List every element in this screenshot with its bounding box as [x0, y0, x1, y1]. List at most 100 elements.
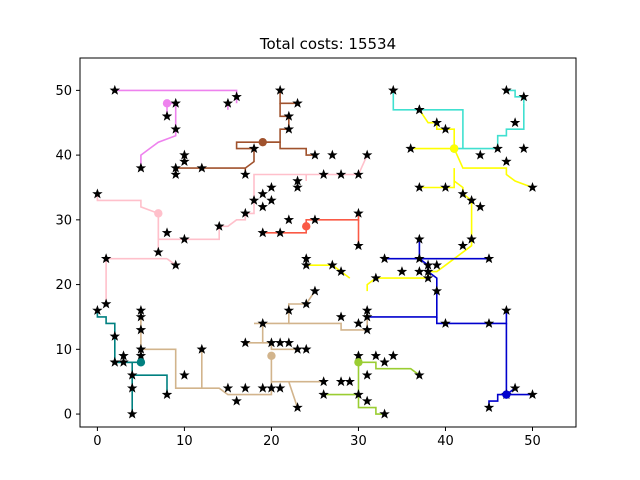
customer-point-4-19	[179, 233, 190, 244]
customer-point-2-6	[527, 181, 538, 192]
customer-point-7-25	[135, 311, 147, 322]
customer-point-2-12	[466, 233, 477, 244]
route-path-4-0	[96, 154, 368, 241]
chart-title: Total costs: 15534	[259, 35, 396, 53]
customer-point-2-14	[414, 266, 425, 277]
depot-marker-4	[154, 209, 163, 218]
customer-point-1-6	[518, 143, 529, 154]
customer-point-5-4	[353, 207, 364, 218]
route-path-9-1	[323, 362, 360, 396]
customer-point-2-18	[301, 259, 312, 270]
customer-point-5-0	[283, 214, 295, 225]
customer-point-8-5	[127, 382, 138, 393]
customer-point-6-12	[501, 304, 512, 315]
customer-point-9-1	[361, 369, 373, 380]
customer-point-3-4	[248, 143, 260, 154]
depot-marker-3	[258, 137, 267, 147]
customer-point-0-3	[222, 97, 234, 108]
customer-point-6-13	[509, 382, 521, 393]
customer-point-7-6	[361, 324, 373, 335]
customer-point-9-10	[353, 350, 364, 361]
customer-point-5-2	[274, 227, 286, 238]
customer-point-8-7	[161, 389, 173, 400]
y-tick-label-1: 10	[55, 343, 72, 358]
customer-point-8-4	[127, 369, 138, 380]
customer-point-7-4	[353, 317, 364, 328]
route-path-2-4	[306, 264, 351, 279]
customer-point-9-6	[353, 389, 364, 400]
route-path-2-2	[419, 168, 456, 189]
customer-point-2-9	[457, 188, 469, 199]
customer-point-7-8	[240, 337, 251, 348]
customer-point-4-13	[292, 181, 303, 192]
customer-point-6-6	[379, 253, 390, 264]
customer-point-7-7	[257, 317, 268, 328]
depot-marker-5	[302, 222, 311, 231]
customer-point-6-3	[431, 259, 442, 270]
customer-point-6-7	[422, 266, 434, 277]
customer-point-7-12	[292, 343, 303, 354]
customer-point-6-10	[440, 317, 451, 328]
customer-point-0-2	[170, 123, 181, 134]
customer-point-6-0	[414, 233, 425, 244]
customer-point-3-6	[327, 149, 338, 160]
customer-point-3-3	[283, 123, 295, 134]
customer-point-4-2	[214, 220, 225, 231]
customer-point-2-5	[501, 156, 512, 167]
customer-point-9-5	[318, 389, 329, 400]
customer-point-9-11	[370, 350, 382, 361]
customer-point-4-4	[170, 259, 181, 270]
customer-point-7-22	[292, 402, 303, 413]
customer-point-9-7	[361, 395, 373, 406]
customer-point-7-16	[179, 369, 190, 380]
customer-point-6-9	[431, 285, 442, 296]
x-tick-label-5: 50	[524, 434, 541, 449]
customer-point-1-4	[509, 117, 521, 128]
customer-point-7-11	[283, 337, 295, 348]
customer-point-2-4	[475, 149, 486, 160]
customer-point-3-8	[240, 169, 251, 179]
route-path-6-2	[435, 310, 508, 325]
x-tick-label-3: 30	[350, 434, 367, 449]
customer-point-1-2	[501, 84, 512, 95]
customer-point-9-0	[344, 376, 355, 387]
customer-point-9-8	[379, 408, 390, 419]
customer-point-2-2	[440, 123, 451, 134]
y-tick-label-3: 30	[55, 213, 72, 228]
customer-point-7-17	[222, 382, 234, 393]
x-tick-label-1: 10	[176, 434, 193, 449]
customer-point-3-5	[309, 149, 321, 160]
customer-point-7-19	[266, 382, 277, 393]
customer-point-4-0	[92, 188, 103, 199]
y-tick-label-4: 40	[55, 149, 72, 164]
route-path-9-2	[357, 394, 385, 415]
customer-point-7-5	[361, 304, 373, 315]
route-path-2-1	[453, 148, 533, 189]
depot-marker-7	[267, 351, 276, 360]
customer-point-4-14	[292, 175, 303, 186]
customer-point-1-3	[518, 91, 529, 102]
customer-point-8-2	[109, 356, 121, 367]
customer-point-0-5	[135, 162, 147, 173]
route-path-1-0	[392, 90, 464, 149]
customer-point-1-0	[388, 84, 399, 95]
customer-point-9-2	[379, 356, 390, 367]
route-path-2-3	[366, 180, 473, 292]
customer-point-2-13	[457, 240, 469, 251]
route-path-7-4	[270, 355, 324, 383]
customer-point-7-10	[274, 337, 286, 348]
customer-point-2-3	[405, 143, 416, 154]
customer-point-3-2	[283, 110, 295, 121]
customer-point-2-8	[440, 181, 451, 192]
customer-point-0-1	[170, 97, 181, 108]
customer-point-3-7	[179, 156, 190, 167]
customer-point-4-5	[100, 253, 112, 264]
customer-point-3-0	[274, 84, 286, 95]
customer-point-3-12	[170, 169, 181, 179]
customer-point-1-5	[492, 143, 503, 154]
route-path-7-5	[288, 381, 299, 408]
customer-point-0-0	[109, 84, 121, 95]
customer-point-8-6	[127, 408, 138, 419]
